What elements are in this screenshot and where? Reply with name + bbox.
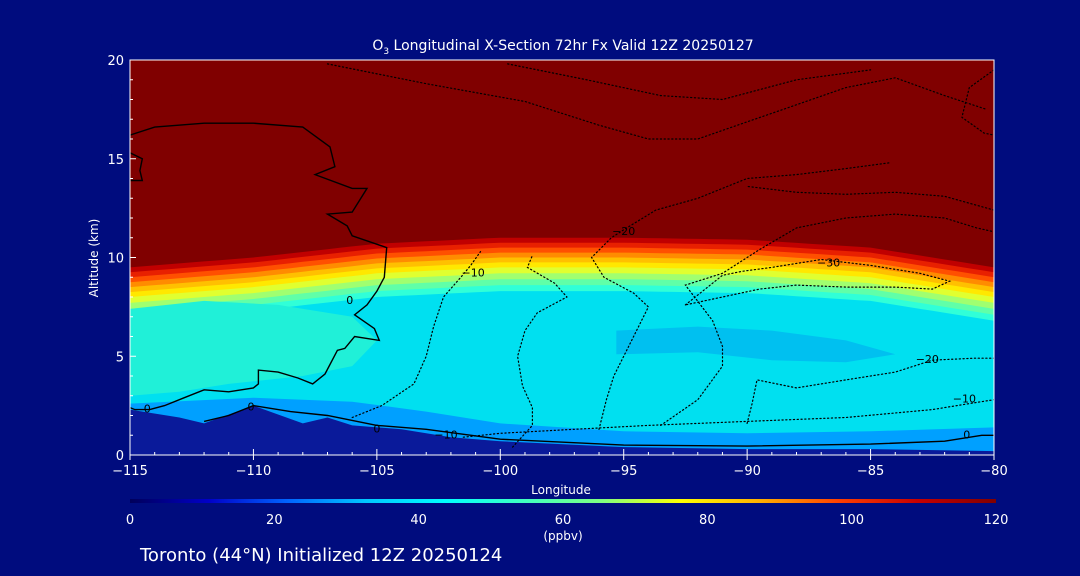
contour-line-minus-30 [326,63,988,140]
contour-line-minus-30 [507,63,872,101]
contour-line-minus-20 [590,162,891,430]
contour-line-minus-10 [351,251,482,419]
contour-line-zero [130,122,388,411]
lower-ozone-patch [616,326,896,363]
contour-line-minus-20 [660,213,994,426]
contour-line-minus-10 [512,254,568,448]
colorbar [130,499,996,503]
x-tick-label: −110 [236,464,272,479]
contour-label: 0 [346,294,353,307]
contour-label: −30 [817,256,840,269]
colorbar-tick-labels: 0 20 40 60 80 100 120 [126,513,1009,528]
y-tick-label: 5 [116,350,124,365]
chart-title: O3 Longitudinal X-Section 72hr Fx Valid … [372,38,753,57]
y-tick-label: 0 [116,449,124,464]
colorbar-tick-label: 40 [410,513,427,528]
contour-label: −20 [612,225,635,238]
colorbar-tick-label: 80 [699,513,716,528]
x-axis-label: Longitude [531,483,591,497]
contour-line-minus-20 [746,357,994,424]
contour-line-minus-20 [746,185,994,211]
y-tick-label: 15 [107,153,124,168]
contour-label: −20 [916,353,939,366]
x-tick-label: −90 [733,464,760,479]
contour-label: 0 [963,428,970,441]
title-subscript: 3 [383,47,389,57]
mid-troposphere-patch [130,300,377,396]
contour-line-minus-30 [684,258,952,306]
colorbar-tick-label: 100 [839,513,864,528]
title-o-letter: O [372,38,383,54]
footer-caption: Toronto (44°N) Initialized 12Z 20250124 [139,545,502,566]
contour-line-zero [130,152,144,182]
contour-label: 0 [373,422,380,435]
y-tick-label: 20 [107,54,124,69]
x-tick-label: −80 [980,464,1007,479]
title-text: Longitudinal X-Section 72hr Fx Valid 12Z… [389,38,754,54]
y-axis-label: Altitude (km) [87,219,101,298]
terrain-mask [130,405,994,455]
x-tick-label: −105 [359,464,395,479]
plot-area: 000000−10−10−10−20−20−30 [130,60,994,455]
contour-labels: 000000−10−10−10−20−20−30 [144,225,976,441]
contour-line-zero [203,404,994,447]
y-tick-label: 10 [107,252,124,267]
contour-label: −10 [461,266,484,279]
x-tick-label: −85 [857,464,884,479]
y-axis-ticks: 0 5 10 15 20 [107,54,136,464]
x-tick-label: −115 [112,464,148,479]
colorbar-tick-label: 20 [266,513,283,528]
colorbar-tick-label: 60 [555,513,572,528]
contour-line-minus-30 [961,69,994,136]
colorbar-tick-label: 0 [126,513,134,528]
contour-lines [130,63,994,448]
contour-label: −10 [434,428,457,441]
x-tick-label: −100 [482,464,518,479]
contour-label: 0 [248,401,255,414]
contour-label: −10 [953,393,976,406]
contour-label: 0 [144,403,151,416]
x-axis-ticks: −115 −110 −105 −100 −95 −90 −85 −80 [112,449,1008,479]
colorbar-tick-label: 120 [984,513,1009,528]
colorbar-unit-label: (ppbv) [543,529,582,543]
contour-line-minus-10 [462,399,994,438]
x-tick-label: −95 [610,464,637,479]
